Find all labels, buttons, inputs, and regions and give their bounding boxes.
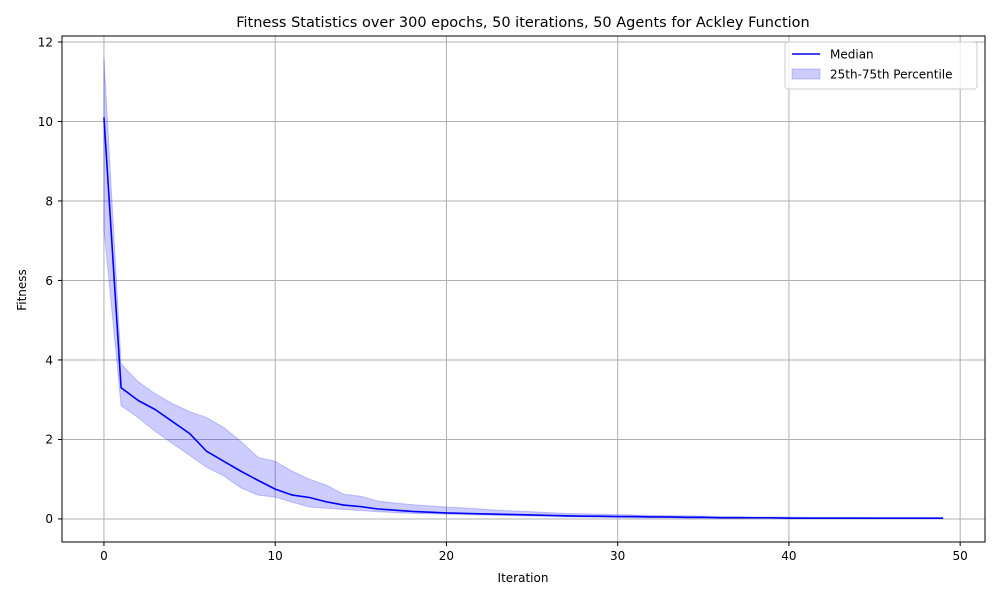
median-line bbox=[103, 117, 944, 519]
median-line-layer bbox=[103, 117, 944, 519]
chart-title: Fitness Statistics over 300 epochs, 50 i… bbox=[236, 15, 810, 31]
y-tick-label: 10 bbox=[38, 115, 53, 129]
y-axis-ticks: 0 2 4 6 8 10 12 bbox=[38, 35, 62, 526]
legend-band-label: 25th-75th Percentile bbox=[830, 68, 953, 82]
x-tick-label: 20 bbox=[439, 549, 454, 563]
legend-band-swatch bbox=[791, 68, 821, 80]
x-tick-label: 10 bbox=[268, 549, 283, 563]
plot-area-frame bbox=[61, 35, 986, 543]
y-tick-label: 12 bbox=[38, 35, 53, 49]
legend-box bbox=[784, 41, 978, 90]
y-tick-label: 2 bbox=[45, 433, 53, 447]
x-axis-ticks: 0 10 20 30 40 50 bbox=[100, 542, 968, 563]
legend-median-label: Median bbox=[830, 48, 874, 62]
y-tick-label: 0 bbox=[45, 512, 53, 526]
legend: Median 25th-75th Percentile bbox=[784, 41, 978, 90]
x-axis-label: Iteration bbox=[498, 571, 549, 585]
y-tick-label: 4 bbox=[45, 353, 53, 367]
x-tick-label: 50 bbox=[953, 549, 968, 563]
x-tick-label: 0 bbox=[100, 549, 108, 563]
x-tick-label: 30 bbox=[610, 549, 625, 563]
x-tick-label: 40 bbox=[781, 549, 796, 563]
y-tick-label: 8 bbox=[45, 194, 53, 208]
y-tick-label: 6 bbox=[45, 274, 53, 288]
y-axis-label: Fitness bbox=[15, 269, 29, 311]
